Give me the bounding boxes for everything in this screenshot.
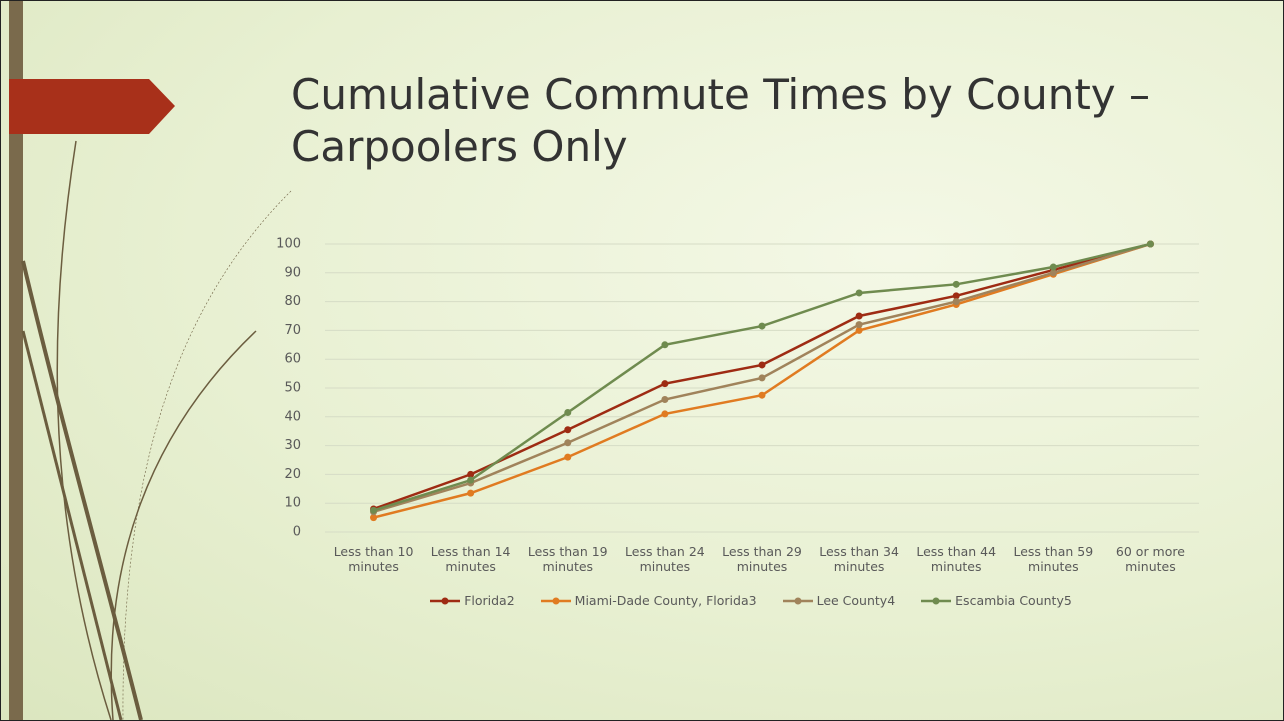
data-point [758,361,766,369]
legend-label: Escambia County5 [955,593,1072,608]
y-tick-label: 50 [284,381,301,396]
data-point [370,514,378,522]
data-point [661,410,669,418]
data-point [758,374,766,382]
legend-marker [552,597,560,604]
data-point [855,289,863,297]
data-point [564,453,572,461]
data-point [1146,240,1154,248]
legend-swatch [921,597,952,604]
data-point [564,439,572,447]
data-point [661,341,669,349]
data-point [758,322,766,330]
legend-swatch [782,597,813,604]
legend-label: Lee County4 [816,593,896,608]
chart-title: Cumulative Commute Times by County – Car… [291,70,1151,171]
y-tick-label: 30 [284,438,301,453]
y-tick-label: 90 [284,265,301,280]
x-tick-label: Less than 10 minutes [333,544,414,574]
legend-item: Lee County4 [782,593,896,608]
y-tick-label: 60 [284,352,301,367]
x-tick-label: Less than 59 minutes [1013,544,1094,574]
x-tick-label: Less than 19 minutes [527,544,608,574]
legend-item: Miami-Dade County, Florida3 [540,593,757,608]
legend-item: Escambia County5 [921,593,1072,608]
legend-swatch [540,597,571,604]
y-tick-label: 70 [284,323,301,338]
y-tick-label: 0 [293,525,301,540]
legend-marker [794,597,802,604]
legend-marker [441,597,449,604]
data-point [467,489,475,497]
legend-swatch [430,597,461,604]
data-point [952,280,960,288]
data-point [1049,263,1057,271]
x-tick-label: Less than 24 minutes [625,544,705,574]
data-point [564,426,572,434]
legend-marker [932,597,940,604]
y-tick-label: 10 [284,496,301,511]
x-tick-label: Less than 29 minutes [722,544,802,574]
y-tick-label: 40 [284,409,301,424]
data-point [952,292,960,300]
data-point [855,321,863,329]
x-tick-label: Less than 34 minutes [819,544,899,574]
decoration [21,140,292,720]
data-point [1049,269,1057,277]
x-tick-label: Less than 44 minutes [916,544,997,574]
legend-label: Miami-Dade County, Florida3 [574,593,757,608]
y-tick-label: 20 [284,467,301,482]
data-point [855,326,863,334]
x-tick-label: 60 or more minutes [1115,544,1185,574]
data-point [855,312,863,320]
legend-label: Florida2 [464,593,515,608]
legend-item: Florida2 [430,593,515,608]
data-point [952,298,960,306]
legend: Florida2 Miami-Dade County, Florida3 Lee C… [301,593,1201,608]
data-point [661,396,669,404]
x-tick-label: Less than 14 minutes [430,544,511,574]
data-point [661,380,669,388]
data-point [564,408,572,416]
data-point [370,506,378,514]
side-bar [9,1,23,720]
data-point [467,476,475,484]
y-tick-label: 100 [276,237,301,252]
data-point [467,470,475,478]
data-point [758,391,766,399]
y-tick-label: 80 [284,294,301,309]
title-arrow [9,79,175,134]
